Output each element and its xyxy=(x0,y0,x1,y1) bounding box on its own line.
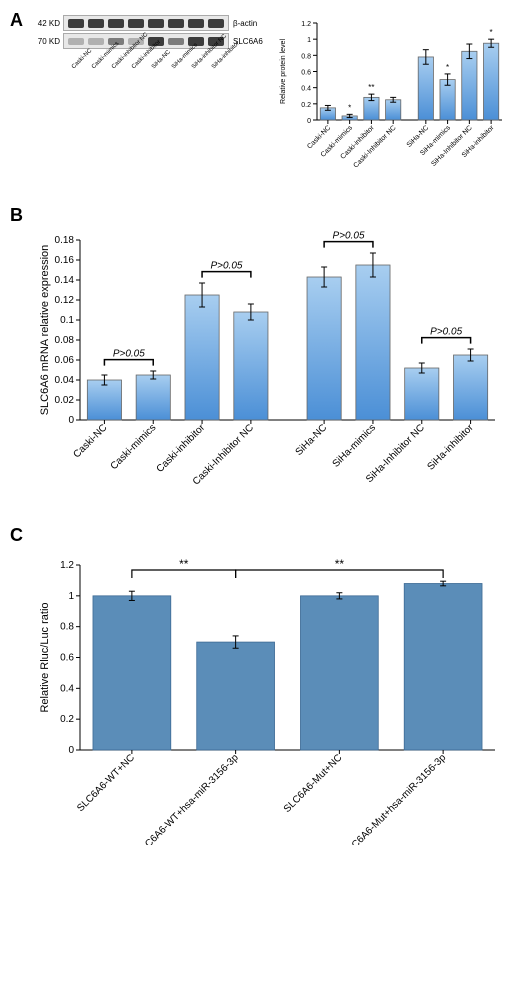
panel-a: A 42 KD β-actin 70 KD SLC6A6 Caski-NCCas… xyxy=(10,10,507,185)
svg-text:P>0.05: P>0.05 xyxy=(430,327,462,338)
panel-a-barchart: 0 0.2 0.4 0.6 0.8 1 1.2 Relative protein level C… xyxy=(277,15,507,185)
western-blot: 42 KD β-actin 70 KD SLC6A6 Caski-NCCaski… xyxy=(10,15,267,185)
svg-text:0.06: 0.06 xyxy=(55,355,75,366)
lane-label: SiHa-inhibitor xyxy=(211,59,222,70)
lane-label: Caski-inhibitor NC xyxy=(111,59,122,70)
svg-text:0.8: 0.8 xyxy=(60,622,74,633)
svg-text:SiHa-inhibitor: SiHa-inhibitor xyxy=(425,422,476,473)
panel-b: B 00.020.040.060.080.10.120.140.160.18SL… xyxy=(10,205,507,505)
lane-label: Caski-NC xyxy=(71,59,82,70)
svg-text:0.08: 0.08 xyxy=(55,335,75,346)
panel-c-barchart: 0 0.2 0.4 0.6 0.8 1 1.2 Relative Rluc/Luc ratio… xyxy=(10,525,507,845)
lane-label: SiHa-mimics xyxy=(171,59,182,70)
svg-text:P>0.05: P>0.05 xyxy=(333,231,365,242)
panel-a-label: A xyxy=(10,10,23,31)
svg-text:0.6: 0.6 xyxy=(301,70,311,77)
svg-text:0.04: 0.04 xyxy=(55,375,75,386)
svg-text:0.14: 0.14 xyxy=(55,275,75,286)
svg-text:SLC6A6-WT+hsa-miR-3156-3p: SLC6A6-WT+hsa-miR-3156-3p xyxy=(135,752,242,845)
svg-text:Caski-inhibitor: Caski-inhibitor xyxy=(155,422,208,475)
svg-text:0.4: 0.4 xyxy=(60,683,74,694)
svg-text:SLC6A6-WT+NC: SLC6A6-WT+NC xyxy=(75,752,137,814)
lane-label: SiHa-inhibitor NC xyxy=(191,59,202,70)
svg-text:0.02: 0.02 xyxy=(55,395,75,406)
kd-label-1: 42 KD xyxy=(30,19,63,28)
svg-text:SLC6A6-Mut+hsa-miR-3156-3p: SLC6A6-Mut+hsa-miR-3156-3p xyxy=(341,752,448,845)
svg-text:0.16: 0.16 xyxy=(55,255,75,266)
svg-text:0.12: 0.12 xyxy=(55,295,75,306)
lane-label: Caski-inhibitor xyxy=(131,59,142,70)
svg-text:SiHa-Inhibitor NC: SiHa-Inhibitor NC xyxy=(430,124,473,167)
svg-text:SLC6A6-Mut+NC: SLC6A6-Mut+NC xyxy=(282,752,345,815)
svg-text:**: ** xyxy=(368,83,374,92)
svg-text:0: 0 xyxy=(307,118,311,125)
svg-text:SiHa-mimics: SiHa-mimics xyxy=(331,422,378,469)
panel-c: C 00.20.40.60.811.2Relative Rluc/Luc rat… xyxy=(10,525,507,845)
protein-label-1: β-actin xyxy=(229,19,257,28)
svg-text:*: * xyxy=(490,28,493,37)
svg-text:Caski-Inhibitor NC: Caski-Inhibitor NC xyxy=(352,124,397,169)
svg-text:*: * xyxy=(446,63,449,72)
svg-text:0: 0 xyxy=(68,415,74,426)
svg-text:0.2: 0.2 xyxy=(301,102,311,109)
svg-text:P>0.05: P>0.05 xyxy=(210,261,242,272)
svg-text:0.8: 0.8 xyxy=(301,53,311,60)
svg-text:1: 1 xyxy=(307,37,311,44)
svg-text:Caski-mimics: Caski-mimics xyxy=(109,422,159,472)
svg-text:Caski-NC: Caski-NC xyxy=(72,422,110,460)
svg-text:Relative protein level: Relative protein level xyxy=(280,39,287,104)
svg-text:0.1: 0.1 xyxy=(60,315,74,326)
svg-text:*: * xyxy=(348,103,351,112)
blot-strip-actin xyxy=(63,15,229,31)
blot-lane-labels: Caski-NCCaski-mimicsCaski-inhibitor NCCa… xyxy=(63,51,223,65)
svg-text:SiHa-NC: SiHa-NC xyxy=(294,422,330,458)
svg-text:SLC6A6 mRNA relative expressio: SLC6A6 mRNA relative expression xyxy=(39,245,51,416)
svg-text:**: ** xyxy=(179,557,189,571)
lane-label: SiHa-NC xyxy=(151,59,162,70)
svg-text:1.2: 1.2 xyxy=(301,21,311,28)
kd-label-2: 70 KD xyxy=(30,37,63,46)
svg-text:0.18: 0.18 xyxy=(55,235,75,246)
svg-text:1: 1 xyxy=(68,591,74,602)
svg-text:P>0.05: P>0.05 xyxy=(113,349,145,360)
svg-text:0.6: 0.6 xyxy=(60,653,74,664)
svg-text:0.2: 0.2 xyxy=(60,714,74,725)
lane-label: Caski-mimics xyxy=(91,59,102,70)
panel-b-barchart: 0 0.02 0.04 0.06 0.08 0.1 0.12 0.14 0.16 0.18 SLC6… xyxy=(10,205,507,505)
svg-text:Relative Rluc/Luc ratio: Relative Rluc/Luc ratio xyxy=(39,602,51,712)
svg-text:1.2: 1.2 xyxy=(60,560,74,571)
svg-text:**: ** xyxy=(335,557,345,571)
svg-text:0: 0 xyxy=(68,745,74,756)
svg-text:0.4: 0.4 xyxy=(301,86,311,93)
